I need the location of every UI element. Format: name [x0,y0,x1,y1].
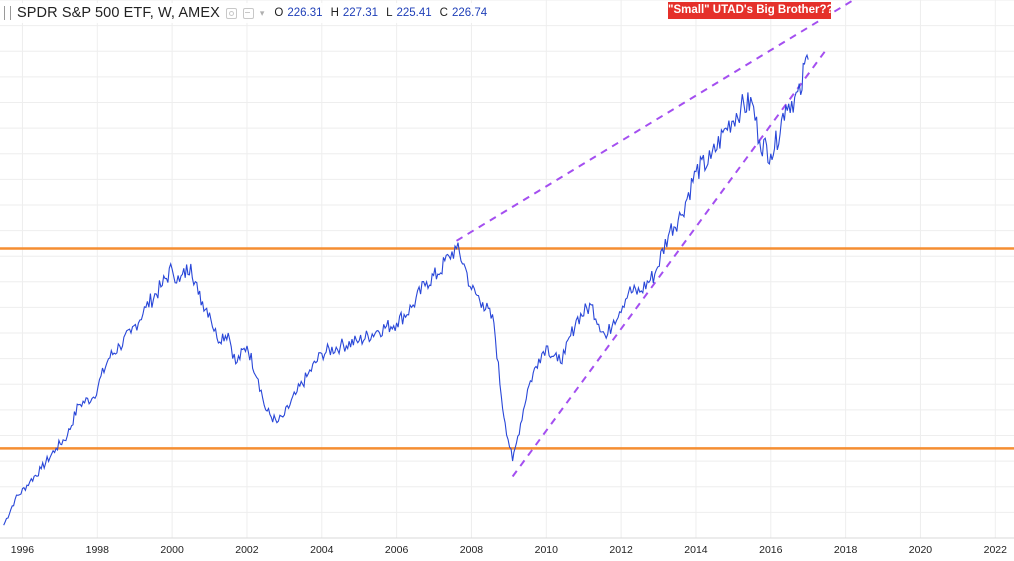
x-tick-label: 2006 [384,544,409,556]
lower-trend-line[interactable] [511,48,828,478]
x-tick-label: 2022 [983,544,1007,556]
x-tick-label: 2016 [759,544,783,556]
high-value: 227.31 [342,7,379,19]
close-value: 226.74 [451,7,488,19]
chart-header: SPDR S&P 500 ETF, W, AMEX ▾ O 226.31 H 2… [0,3,502,23]
settings-icon[interactable] [225,7,237,19]
trend-lines[interactable] [455,0,883,478]
x-tick-label: 2020 [908,544,933,556]
x-tick-label: 2004 [310,544,334,556]
chevron-down-icon[interactable]: ▾ [259,7,265,18]
low-value: 225.41 [396,7,432,19]
horizontal-levels[interactable] [0,247,1014,450]
symbol-title[interactable]: SPDR S&P 500 ETF, W, AMEX [17,5,220,21]
x-tick-label: 2002 [235,544,259,556]
grid-lines [0,0,1014,539]
upper-trend-line[interactable] [455,0,883,242]
x-tick-label: 2000 [160,544,184,556]
x-tick-label: 2018 [833,544,858,556]
visibility-icon[interactable] [242,7,254,19]
x-tick-label: 2012 [609,544,633,556]
x-tick-label: 2008 [459,544,484,556]
annotation-label[interactable]: "Small" UTAD's Big Brother?? [668,2,834,19]
close-label: C [439,7,448,19]
open-label: O [274,7,284,19]
x-tick-label: 1996 [10,544,35,556]
x-tick-label: 2014 [684,544,708,556]
open-value: 226.31 [287,7,323,19]
ohlc-readout: O 226.31 H 227.31 L 225.41 C 226.74 [274,7,495,19]
x-tick-label: 1998 [85,544,109,556]
x-tick-label: 2010 [534,544,558,556]
price-series-line[interactable] [3,53,809,526]
low-label: L [386,7,393,19]
high-label: H [330,7,339,19]
drag-handle-icon[interactable] [4,6,11,20]
